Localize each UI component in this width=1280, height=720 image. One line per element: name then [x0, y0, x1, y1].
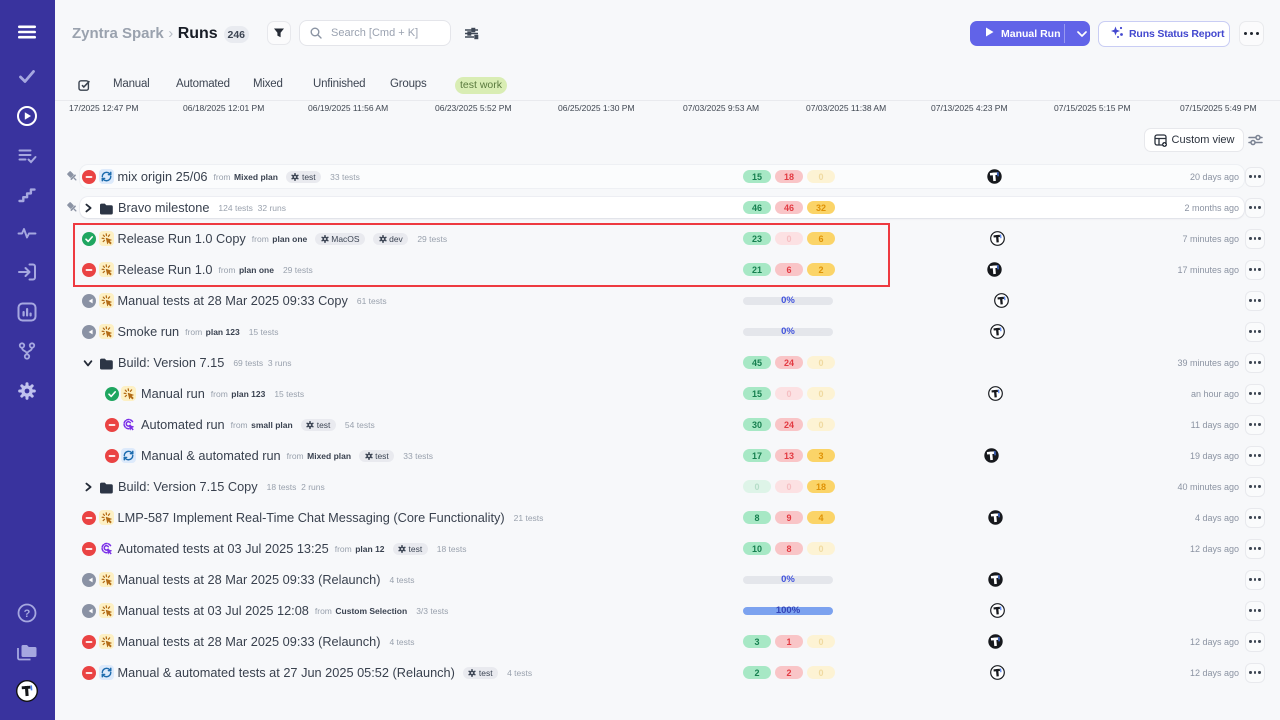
svg-text:?: ? — [24, 608, 31, 620]
